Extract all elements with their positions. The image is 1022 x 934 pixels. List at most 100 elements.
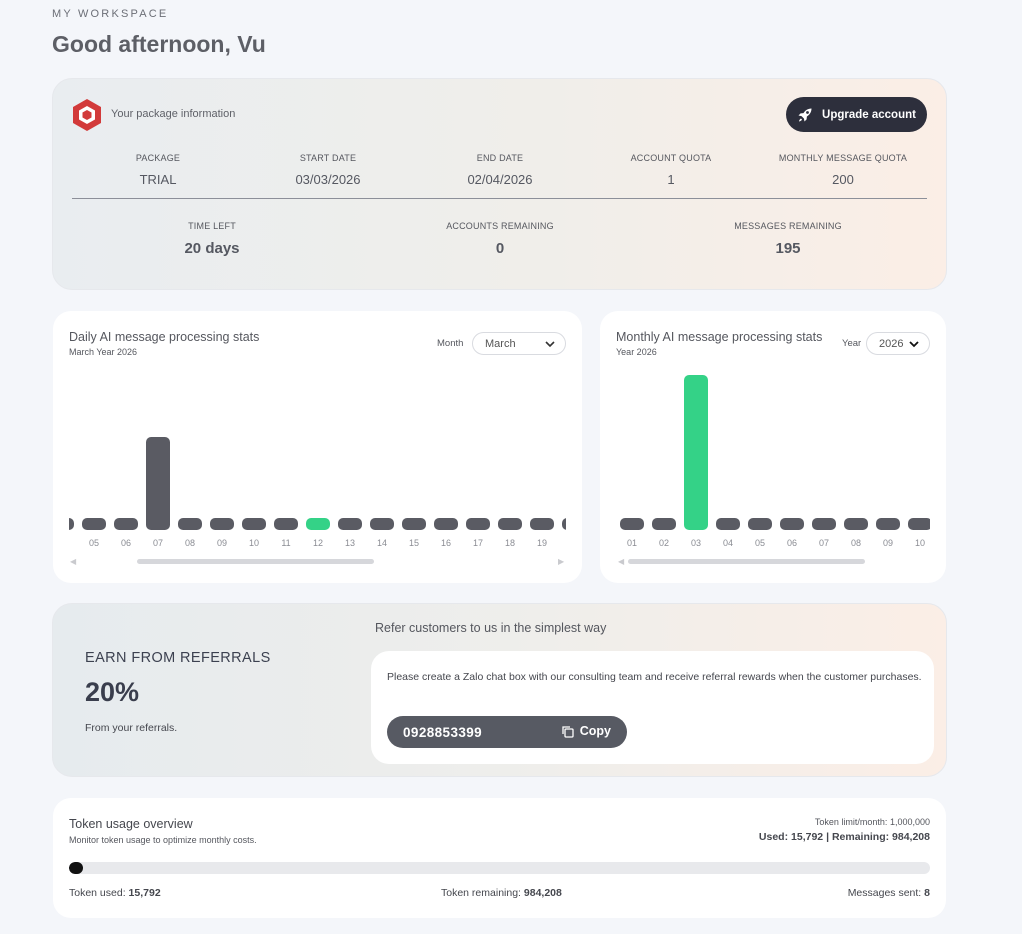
scroll-right-arrow-icon[interactable]: ▶ — [558, 557, 565, 566]
bar-09[interactable] — [210, 518, 234, 530]
separator: | — [826, 831, 830, 843]
bar-05[interactable] — [82, 518, 106, 530]
stat-account-quota: ACCOUNT QUOTA 1 — [601, 153, 741, 187]
x-tick-label: 17 — [473, 538, 483, 548]
x-tick-label: 09 — [883, 538, 893, 548]
chart-title: Monthly AI message processing stats — [616, 330, 823, 344]
chevron-down-icon — [909, 341, 919, 348]
token-subtitle: Monitor token usage to optimize monthly … — [69, 835, 257, 845]
bar-05[interactable] — [748, 518, 772, 530]
messages-sent-foot: Messages sent: 8 — [848, 887, 930, 899]
stat-label: ACCOUNT QUOTA — [630, 153, 712, 163]
token-usage-card: Token usage overview Monitor token usage… — [53, 798, 946, 918]
bar-19[interactable] — [530, 518, 554, 530]
x-tick-label: 06 — [121, 538, 131, 548]
scroll-left-arrow-icon[interactable]: ◀ — [618, 557, 625, 566]
stat-start-date: START DATE 03/03/2026 — [258, 153, 398, 187]
upgrade-account-button[interactable]: Upgrade account — [786, 97, 927, 132]
used-value: 15,792 — [791, 831, 824, 843]
x-tick-label: 05 — [755, 538, 765, 548]
referral-title: EARN FROM REFERRALS — [85, 650, 271, 666]
stat-value: 03/03/2026 — [295, 172, 361, 187]
stat-label: MESSAGES REMAINING — [734, 221, 842, 231]
bar-12[interactable] — [306, 518, 330, 530]
stat-accounts-remaining: ACCOUNTS REMAINING 0 — [420, 221, 580, 257]
workspace-label: MY WORKSPACE — [52, 8, 169, 20]
bar-01[interactable] — [620, 518, 644, 530]
stat-label: END DATE — [476, 153, 524, 163]
bar-08[interactable] — [844, 518, 868, 530]
bar-09[interactable] — [876, 518, 900, 530]
foot-remaining-label: Token remaining: — [441, 887, 521, 899]
chevron-down-icon — [545, 341, 555, 348]
bar-02[interactable] — [652, 518, 676, 530]
bar-07[interactable] — [146, 437, 170, 530]
stat-value: TRIAL — [139, 172, 177, 187]
stat-value: 02/04/2026 — [467, 172, 533, 187]
stat-label: START DATE — [299, 153, 357, 163]
scroll-left-arrow-icon[interactable]: ◀ — [70, 557, 77, 566]
chart-subtitle: March Year 2026 — [69, 347, 138, 357]
bar-08[interactable] — [178, 518, 202, 530]
referral-phone-number: 0928853399 — [403, 725, 483, 740]
x-tick-label: 16 — [441, 538, 451, 548]
stat-label: PACKAGE — [135, 153, 181, 163]
x-tick-label: 09 — [217, 538, 227, 548]
bar-15[interactable] — [402, 518, 426, 530]
chart-scrollbar[interactable] — [137, 559, 374, 564]
foot-messages-label: Messages sent: — [847, 887, 922, 899]
token-progress-fill — [69, 862, 83, 874]
x-tick-label: 01 — [627, 538, 637, 548]
token-remaining-foot: Token remaining: 984,208 — [441, 887, 562, 899]
referral-card: EARN FROM REFERRALS 20% From your referr… — [52, 603, 947, 777]
bar-10[interactable] — [242, 518, 266, 530]
stat-label: MONTHLY MESSAGE QUOTA — [778, 153, 908, 163]
month-select[interactable]: March — [472, 332, 566, 355]
x-tick-label: 08 — [851, 538, 861, 548]
bar-17[interactable] — [466, 518, 490, 530]
token-limit-value: 1,000,000 — [889, 817, 930, 827]
remaining-value: 984,208 — [892, 831, 930, 843]
copy-button[interactable]: Copy — [561, 724, 611, 738]
upgrade-account-label: Upgrade account — [822, 108, 916, 121]
bar-06[interactable] — [780, 518, 804, 530]
referral-phone-pill: 0928853399 Copy — [387, 716, 627, 748]
bar-04[interactable] — [716, 518, 740, 530]
referral-description: Please create a Zalo chat box with our c… — [387, 671, 922, 683]
bar-13[interactable] — [338, 518, 362, 530]
token-limit: Token limit/month: 1,000,000 — [815, 817, 930, 827]
month-filter-label: Month — [437, 338, 464, 349]
bar-18[interactable] — [498, 518, 522, 530]
token-limit-label: Token limit/month: — [814, 817, 888, 827]
bar-11[interactable] — [274, 518, 298, 530]
divider — [72, 198, 927, 199]
x-tick-label: 05 — [89, 538, 99, 548]
stat-value: 200 — [832, 172, 854, 187]
stat-end-date: END DATE 02/04/2026 — [430, 153, 570, 187]
chart-scrollbar[interactable] — [628, 559, 865, 564]
bar-07[interactable] — [812, 518, 836, 530]
bar-06[interactable] — [114, 518, 138, 530]
bar-14[interactable] — [370, 518, 394, 530]
rocket-icon — [798, 108, 812, 121]
year-select-value: 2026 — [879, 337, 904, 350]
stat-label: TIME LEFT — [188, 221, 236, 231]
stat-value: 1 — [667, 172, 675, 187]
x-tick-label: 14 — [377, 538, 387, 548]
x-tick-label: 13 — [345, 538, 355, 548]
bar-16[interactable] — [434, 518, 458, 530]
monthly-chart-card: Monthly AI message processing stats Year… — [600, 311, 946, 583]
remaining-label: Remaining: — [831, 831, 890, 843]
stat-package: PACKAGE TRIAL — [88, 153, 228, 187]
bar-10[interactable] — [908, 518, 932, 530]
foot-used-value: 15,792 — [128, 887, 161, 899]
stat-messages-remaining: MESSAGES REMAINING 195 — [708, 221, 868, 257]
token-used-remaining: Used: 15,792 | Remaining: 984,208 — [759, 831, 930, 843]
bar-03[interactable] — [684, 375, 708, 530]
year-select[interactable]: 2026 — [866, 332, 930, 355]
package-info-label: Your package information — [111, 108, 236, 120]
x-tick-label: 10 — [249, 538, 259, 548]
referral-instructions-box: Please create a Zalo chat box with our c… — [371, 651, 934, 764]
brand-logo-icon — [73, 99, 101, 131]
foot-messages-value: 8 — [924, 887, 930, 899]
